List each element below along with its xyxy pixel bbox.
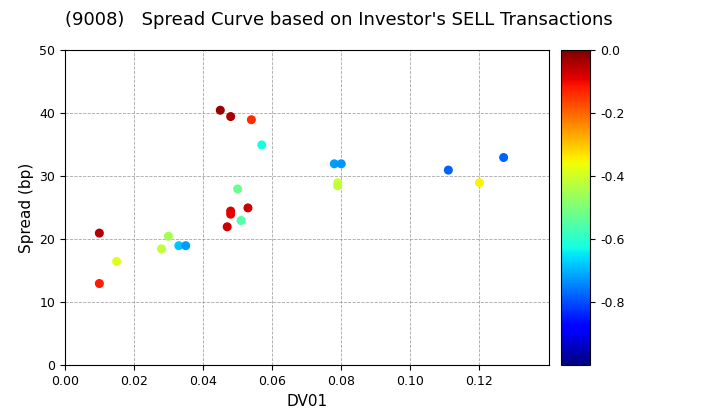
Point	[332, 182, 343, 189]
Point	[332, 179, 343, 186]
Y-axis label: Spread (bp): Spread (bp)	[19, 163, 34, 253]
X-axis label: DV01: DV01	[286, 394, 328, 409]
Point	[173, 242, 184, 249]
Text: (9008)   Spread Curve based on Investor's SELL Transactions: (9008) Spread Curve based on Investor's …	[65, 11, 613, 29]
Point	[180, 242, 192, 249]
Point	[111, 258, 122, 265]
Point	[474, 179, 485, 186]
Point	[225, 208, 236, 214]
Point	[328, 160, 340, 167]
Point	[336, 160, 347, 167]
Point	[163, 233, 174, 239]
Point	[156, 245, 167, 252]
Point	[235, 217, 247, 224]
Point	[94, 280, 105, 287]
Point	[246, 116, 257, 123]
Point	[215, 107, 226, 113]
Point	[225, 211, 236, 218]
Point	[443, 167, 454, 173]
Point	[232, 186, 243, 192]
Point	[222, 223, 233, 230]
Point	[225, 113, 236, 120]
Point	[256, 142, 268, 148]
Point	[94, 230, 105, 236]
Point	[498, 154, 509, 161]
Point	[242, 205, 253, 211]
